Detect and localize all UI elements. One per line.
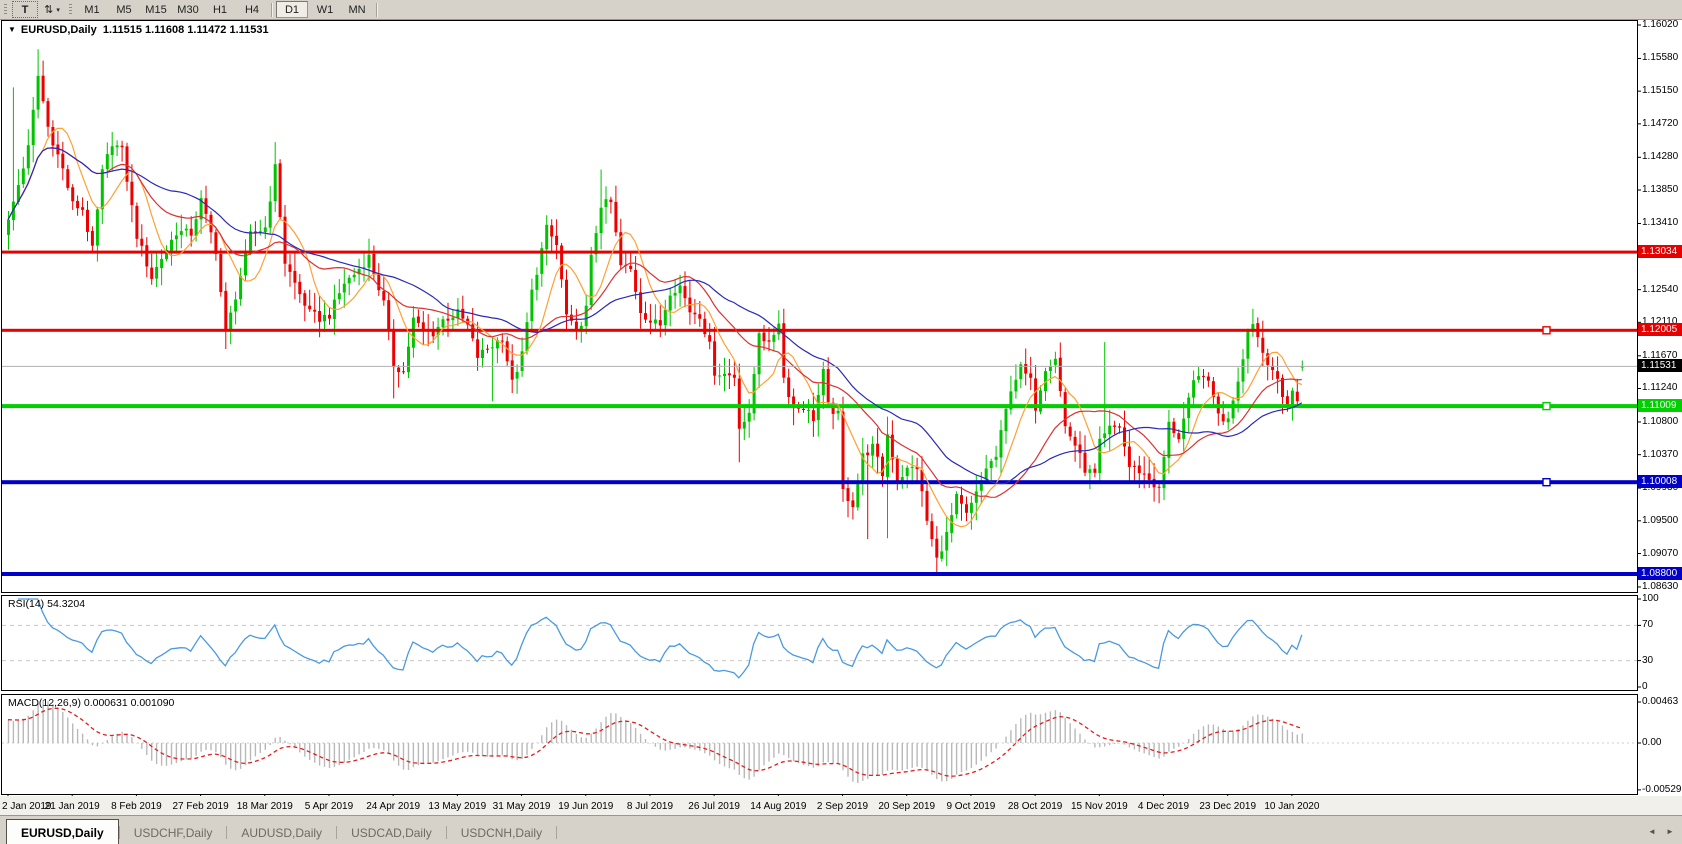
timeframe-button-m1[interactable]: M1 xyxy=(84,3,100,16)
horizontal-lines xyxy=(2,250,1637,576)
macd-signal-line xyxy=(7,707,1302,777)
tab-usdcnh[interactable]: USDCNH,Daily xyxy=(460,826,543,840)
chevron-down-icon: ▾ xyxy=(56,6,60,14)
timeframe-button-m30[interactable]: M30 xyxy=(177,3,199,16)
toolbar-grip[interactable] xyxy=(69,3,72,16)
tab-scroll-left-icon[interactable]: ◄ xyxy=(1648,826,1656,836)
tabs: EURUSD,Daily USDCHF,Daily AUDUSD,Daily USDC… xyxy=(0,819,558,844)
line-handle[interactable] xyxy=(1542,478,1551,487)
moving-averages xyxy=(7,127,1303,528)
tab-usdchf[interactable]: USDCHF,Daily xyxy=(133,826,213,840)
timeframe-button-d1[interactable]: D1 xyxy=(276,1,308,18)
tab-separator xyxy=(445,826,447,839)
line-handle[interactable] xyxy=(1542,401,1551,411)
tab-scroll-arrows: ◄ ► xyxy=(1646,825,1676,837)
date-axis xyxy=(0,796,1682,815)
level-line-1.12005[interactable] xyxy=(2,328,1637,332)
toolbar-separator xyxy=(271,2,272,17)
tab-scroll-right-icon[interactable]: ► xyxy=(1666,826,1674,836)
tab-separator xyxy=(336,826,338,839)
candles-layer xyxy=(7,49,1304,575)
timeframe-button-h1[interactable]: H1 xyxy=(212,3,228,16)
toolbar-separator xyxy=(376,2,377,17)
rsi-line xyxy=(17,598,1303,679)
tab-separator xyxy=(118,826,120,839)
pointer-style-icon: ⇅ xyxy=(44,4,54,16)
level-line-1.10008[interactable] xyxy=(2,480,1637,485)
panel-backgrounds xyxy=(1,20,1638,795)
tab-separator xyxy=(556,826,558,839)
timeframe-button-mn[interactable]: MN xyxy=(348,3,366,16)
timeframe-button-w1[interactable]: W1 xyxy=(316,3,334,16)
macd-histogram xyxy=(7,700,1303,783)
text-tool-button[interactable]: T xyxy=(12,1,38,18)
tab-usdcad[interactable]: USDCAD,Daily xyxy=(351,826,432,840)
toolbar: T ⇅ ▾ M1 M5 M15 M30 H1 H4 D1 W1 MN xyxy=(0,0,1682,20)
timeframe-group: M1 M5 M15 M30 H1 H4 D1 W1 MN xyxy=(76,1,373,18)
tab-audusd[interactable]: AUDUSD,Daily xyxy=(241,826,323,840)
panel-borders xyxy=(1,20,1638,795)
level-line-1.08800[interactable] xyxy=(2,572,1637,576)
level-line-1.13034[interactable] xyxy=(2,250,1637,254)
tab-separator xyxy=(226,826,228,839)
line-handle[interactable] xyxy=(1542,326,1551,335)
level-line-1.11009[interactable] xyxy=(2,404,1637,409)
tab-bar: EURUSD,Daily USDCHF,Daily AUDUSD,Daily USDC… xyxy=(0,815,1682,844)
timeframe-button-m15[interactable]: M15 xyxy=(145,3,167,16)
timeframe-button-h4[interactable]: H4 xyxy=(244,3,260,16)
timeframe-button-m5[interactable]: M5 xyxy=(116,3,132,16)
pointer-style-button[interactable]: ⇅ ▾ xyxy=(40,2,64,17)
toolbar-grip[interactable] xyxy=(4,3,7,16)
tab-eurusd[interactable]: EURUSD,Daily xyxy=(6,819,119,844)
